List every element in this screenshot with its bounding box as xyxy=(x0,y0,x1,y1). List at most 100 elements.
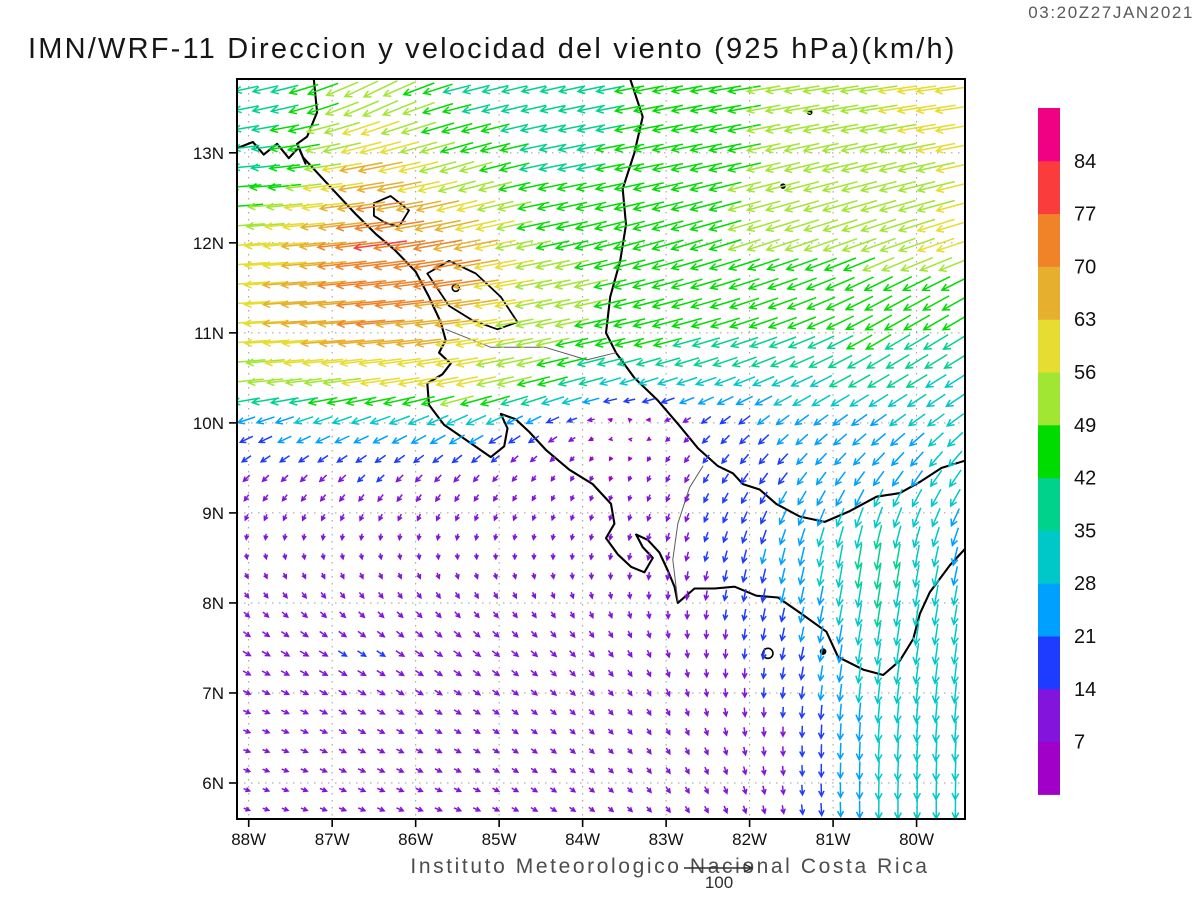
wind-arrow xyxy=(395,650,406,657)
lat-tick-label: 10N xyxy=(193,414,224,433)
wind-arrow xyxy=(318,201,365,212)
wind-arrow xyxy=(796,471,808,486)
wind-arrow xyxy=(262,787,271,793)
wind-arrow xyxy=(358,611,366,619)
wind-arrow xyxy=(321,162,363,174)
wind-arrow xyxy=(836,762,845,780)
wind-arrow xyxy=(338,494,346,503)
wind-arrow xyxy=(335,280,387,290)
wind-arrow xyxy=(356,181,404,194)
wind-arrow xyxy=(929,469,943,488)
wind-arrow xyxy=(627,494,633,502)
wind-arrow xyxy=(665,747,671,756)
wind-arrow xyxy=(836,801,845,819)
wind-arrow xyxy=(741,687,748,699)
wind-arrow xyxy=(612,239,646,252)
wind-arrow xyxy=(835,489,846,507)
wind-arrow xyxy=(943,354,965,369)
wind-arrow xyxy=(243,806,252,812)
colorbar-segment xyxy=(1038,266,1060,320)
wind-arrow xyxy=(951,701,960,724)
wind-arrow xyxy=(860,237,896,253)
wind-arrow xyxy=(249,163,280,172)
wind-arrow xyxy=(874,662,883,686)
wind-arrow xyxy=(632,298,665,310)
wind-arrow xyxy=(320,553,326,561)
wind-arrow xyxy=(400,121,437,136)
wind-arrow xyxy=(949,488,961,508)
wind-arrow xyxy=(359,377,401,387)
wind-arrow xyxy=(442,84,472,95)
wind-arrow xyxy=(665,532,671,542)
wind-arrow xyxy=(841,218,877,233)
wind-arrow xyxy=(434,630,443,638)
wind-arrow xyxy=(618,377,640,386)
wind-arrow xyxy=(764,104,800,115)
wind-arrow xyxy=(859,218,897,233)
wind-arrow xyxy=(892,583,902,609)
wind-arrow xyxy=(261,261,307,270)
wind-arrow xyxy=(554,337,589,349)
wind-arrow xyxy=(891,470,904,487)
wind-arrow xyxy=(670,104,703,114)
wind-arrow xyxy=(415,748,424,754)
wind-arrow xyxy=(780,765,786,777)
wind-arrow xyxy=(282,513,288,522)
wind-arrow xyxy=(684,747,690,756)
wind-arrow xyxy=(708,123,742,134)
wind-arrow xyxy=(741,608,748,622)
wind-arrow xyxy=(492,787,501,793)
wind-arrow xyxy=(336,454,348,463)
wind-arrow xyxy=(557,376,586,387)
wind-arrow xyxy=(684,493,690,503)
wind-arrow xyxy=(778,491,788,506)
wind-arrow xyxy=(512,514,518,522)
wind-arrow xyxy=(897,161,936,174)
wind-arrow xyxy=(288,397,319,406)
wind-arrow xyxy=(550,475,556,482)
wind-arrow xyxy=(950,527,960,547)
wind-arrow xyxy=(415,338,460,348)
wind-arrow xyxy=(778,509,787,526)
wind-arrow xyxy=(554,240,589,251)
wind-arrow xyxy=(338,709,348,715)
wind-arrow xyxy=(835,624,844,645)
wind-arrow xyxy=(627,572,633,581)
wind-arrow xyxy=(300,611,309,619)
wind-arrow xyxy=(454,338,497,349)
wind-arrow xyxy=(420,122,455,135)
wind-arrow xyxy=(915,142,956,154)
wind-arrow xyxy=(259,455,271,463)
wind-arrow xyxy=(902,314,931,331)
wind-arrow xyxy=(354,299,406,309)
wind-arrow xyxy=(797,586,806,605)
wind-arrow xyxy=(317,300,367,309)
wind-arrow xyxy=(627,417,633,423)
wind-arrow xyxy=(593,220,626,232)
wind-arrow xyxy=(607,806,615,813)
wind-arrow xyxy=(569,553,575,561)
wind-arrow xyxy=(319,611,328,619)
wind-arrow xyxy=(320,358,363,367)
wind-arrow xyxy=(320,513,326,522)
wind-arrow xyxy=(393,299,443,310)
wind-arrow xyxy=(866,373,890,388)
wind-arrow xyxy=(768,336,797,349)
wind-arrow xyxy=(242,474,251,483)
wind-arrow xyxy=(569,514,575,522)
colorbar-tick-label: 28 xyxy=(1074,573,1096,595)
wind-arrow xyxy=(632,201,665,212)
wind-arrow xyxy=(451,454,463,464)
wind-arrow xyxy=(935,221,965,233)
wind-arrow xyxy=(897,142,936,154)
wind-arrow xyxy=(684,805,690,814)
wind-arrow xyxy=(494,318,534,329)
wind-arrow xyxy=(493,298,535,310)
wind-arrow xyxy=(798,706,806,720)
wind-arrow xyxy=(262,494,269,502)
wind-arrow xyxy=(282,572,288,580)
wind-arrow xyxy=(243,280,287,289)
wind-arrow xyxy=(820,85,859,95)
wind-arrow xyxy=(916,180,955,194)
wind-arrow xyxy=(303,163,342,173)
